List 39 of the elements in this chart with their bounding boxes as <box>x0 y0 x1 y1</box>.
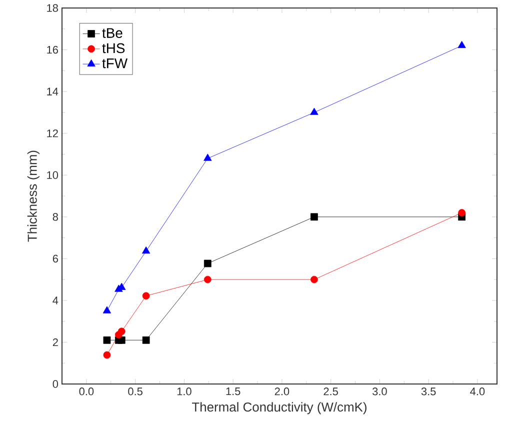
y-tick-label: 12 <box>47 130 58 138</box>
point <box>102 306 112 314</box>
x-tick-label: 4.0 <box>470 388 485 396</box>
point <box>310 213 318 221</box>
legend-label: tBe <box>102 28 122 38</box>
point <box>142 292 150 300</box>
y-tick-label: 10 <box>47 171 58 179</box>
x-tick-label: 1.5 <box>226 388 240 396</box>
y-tick-label: 4 <box>52 296 58 304</box>
x-tick-label: 0.0 <box>79 388 94 396</box>
y-tick-label: 18 <box>47 4 58 12</box>
x-axis-title: Thermal Conductivity (W/cmK) <box>192 402 366 414</box>
point <box>142 246 150 254</box>
legend-label: tHS <box>102 43 125 54</box>
x-tick-label: 2.5 <box>324 388 338 396</box>
y-axis-title: Thickness (mm) <box>27 150 40 242</box>
y-tick-label: 16 <box>47 46 58 54</box>
point <box>103 336 111 344</box>
point <box>310 276 318 284</box>
legend-label: tFW <box>102 58 128 68</box>
point <box>204 154 212 161</box>
x-tick-label: 3.0 <box>372 388 387 396</box>
x-tick-label: 0.5 <box>128 388 142 396</box>
point <box>103 351 111 359</box>
y-tick-label: 6 <box>52 254 58 263</box>
y-tick-label: 14 <box>47 88 58 96</box>
y-tick-label: 0 <box>52 380 58 388</box>
x-tick-label: 3.5 <box>421 388 436 396</box>
point <box>142 336 150 344</box>
point <box>204 260 212 268</box>
point <box>458 209 466 216</box>
x-tick-label: 2.0 <box>274 388 290 396</box>
point <box>310 108 318 115</box>
y-tick-label: 8 <box>52 213 58 221</box>
point <box>458 40 466 48</box>
point <box>204 276 212 284</box>
point <box>118 328 126 336</box>
y-tick-label: 2 <box>52 338 58 346</box>
x-tick-label: 1.0 <box>177 388 192 396</box>
